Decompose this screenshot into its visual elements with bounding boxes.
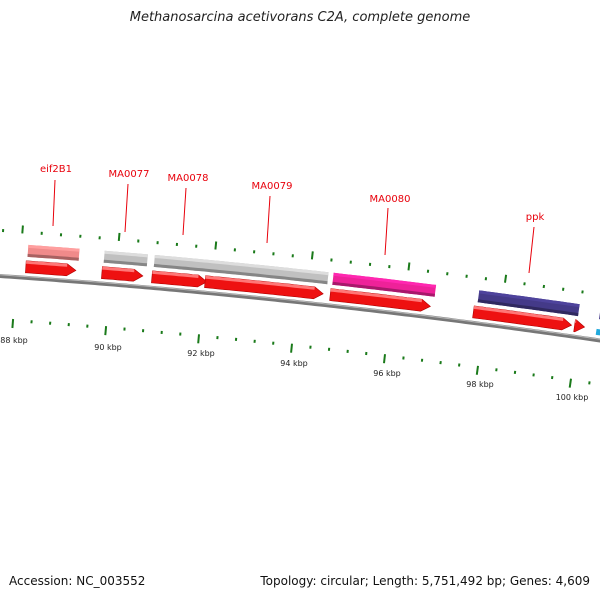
cds-arrow-highlight	[205, 275, 315, 290]
cds-track	[25, 260, 586, 333]
feature-track	[27, 244, 600, 336]
gene-label-eif2B1: eif2B1	[40, 164, 72, 175]
inner-tick-ring	[11, 318, 591, 388]
gene-bar-shadow	[332, 281, 435, 297]
genome-backbone	[0, 273, 600, 343]
tick-mark	[290, 343, 293, 353]
cds-partial	[595, 328, 600, 336]
tick-mark	[568, 378, 572, 388]
tick-mark	[310, 251, 314, 260]
gene-bar-highlight	[333, 272, 437, 288]
scale-label: 88 kbp	[0, 336, 28, 345]
callout-line	[182, 187, 187, 236]
gene-bar-highlight	[478, 290, 580, 308]
callout-line	[266, 195, 271, 244]
scale-label: 94 kbp	[280, 359, 308, 368]
callout-line	[528, 226, 535, 274]
scale-label: 96 kbp	[373, 369, 401, 378]
tick-mark	[214, 241, 218, 250]
genome-summary: Topology: circular; Length: 5,751,492 bp…	[260, 574, 590, 588]
gene-bar-highlight	[154, 255, 329, 276]
scale-labels: 88 kbp 90 kbp 92 kbp 94 kbp 96 kbp 98 kbp 100 …	[0, 336, 588, 402]
tick-mark	[11, 318, 15, 329]
cds-arrow-highlight	[26, 260, 68, 267]
gene-label-MA0079: MA0079	[252, 181, 293, 192]
gene-bar-shadow	[27, 253, 79, 261]
tick-mark	[407, 262, 411, 271]
cds-arrow-highlight	[330, 288, 423, 303]
genome-backbone-highlight	[0, 274, 600, 340]
scale-label: 92 kbp	[187, 349, 215, 358]
callout-line	[384, 207, 389, 256]
tick-mark	[197, 334, 200, 344]
scale-label: 98 kbp	[466, 380, 494, 389]
cds-arrow-highlight	[575, 319, 577, 323]
cds-arrow-highlight	[102, 266, 135, 273]
genome-title: Methanosarcina acetivorans C2A, complete…	[129, 10, 471, 25]
gene-bar-highlight	[28, 244, 80, 252]
cds-arrow-highlight	[473, 305, 564, 321]
gene-bar-shadow	[153, 263, 328, 285]
gene-label-MA0080: MA0080	[370, 194, 411, 205]
tick-mark	[504, 274, 508, 283]
gene-callouts: eif2B1 MA0077 MA0078 MA0079 MA0080 ppk	[40, 164, 545, 274]
gene-label-MA0077: MA0077	[109, 169, 150, 180]
gene-label-ppk: ppk	[526, 212, 545, 223]
tick-mark	[21, 225, 24, 234]
callout-line	[124, 183, 129, 233]
scale-label: 100 kbp	[556, 393, 589, 402]
scale-label: 90 kbp	[94, 343, 122, 352]
tick-mark	[475, 365, 479, 375]
gene-bar-shadow	[477, 299, 579, 317]
tick-mark	[542, 284, 546, 289]
tick-mark	[104, 326, 108, 336]
gene-bar-shadow	[103, 259, 148, 267]
outer-tick-ring	[2, 225, 584, 294]
gene-label-MA0078: MA0078	[168, 173, 209, 184]
gene-bar	[477, 290, 580, 317]
callout-line	[52, 179, 56, 227]
accession-text: Accession: NC_003552	[9, 574, 146, 588]
tick-mark	[117, 232, 121, 241]
tick-mark	[383, 354, 386, 364]
gene-bar-highlight	[104, 250, 148, 258]
cds-arrow-highlight	[152, 270, 199, 278]
